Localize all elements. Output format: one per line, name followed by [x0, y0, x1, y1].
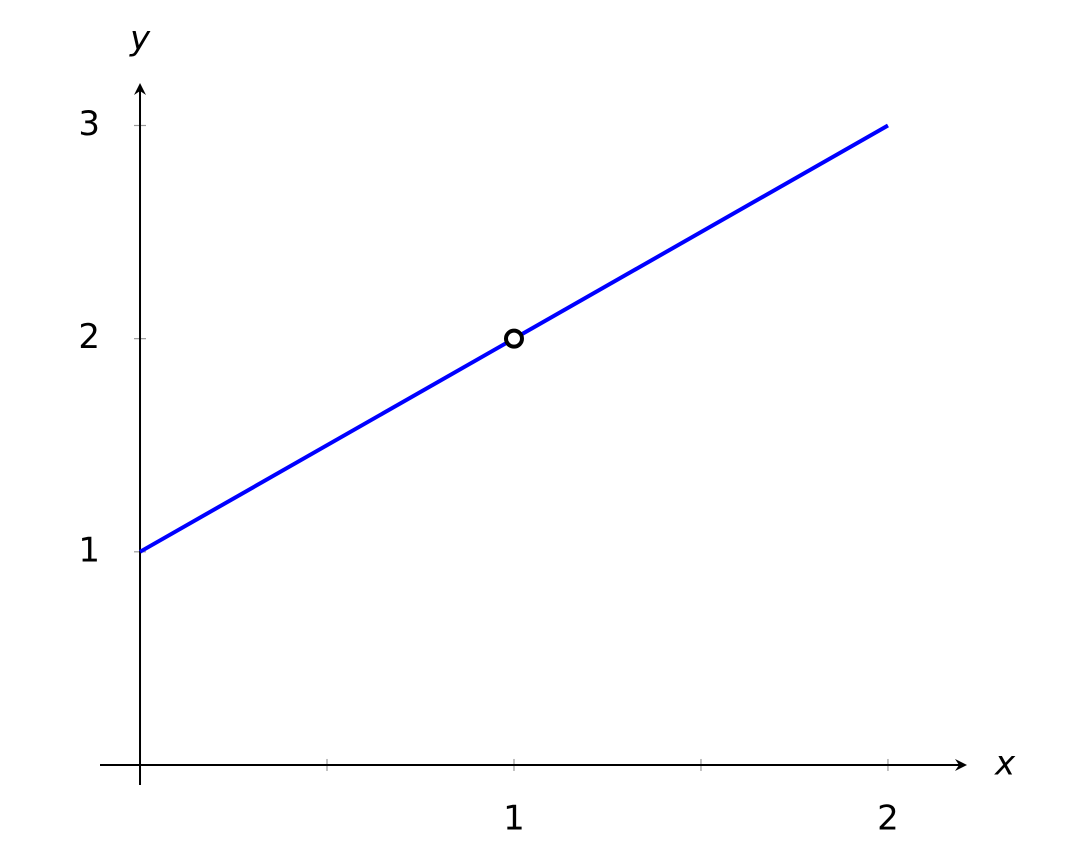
y-tick-label: 1 — [78, 530, 100, 570]
y-tick-label: 2 — [78, 317, 100, 357]
x-tick-label: 2 — [877, 798, 899, 838]
x-tick-label: 1 — [503, 798, 525, 838]
open-point — [503, 328, 524, 349]
y-axis-label: y — [129, 19, 151, 59]
y-tick-label: 3 — [78, 104, 100, 144]
x-axis-label: x — [994, 744, 1016, 784]
